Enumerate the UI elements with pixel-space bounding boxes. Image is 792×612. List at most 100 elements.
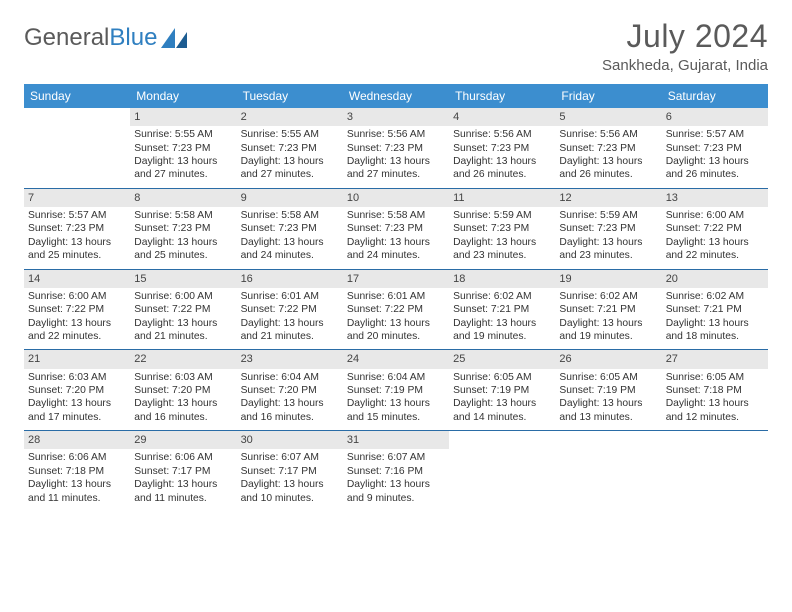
calendar-header-row: Sunday Monday Tuesday Wednesday Thursday… (24, 84, 768, 108)
sunrise-text: Sunrise: 6:02 AM (666, 290, 764, 303)
day-number: 26 (555, 350, 661, 368)
weekday-header: Sunday (24, 84, 130, 108)
daylight-text: Daylight: 13 hours and 11 minutes. (28, 478, 126, 505)
day-number: 13 (662, 189, 768, 207)
day-info: Sunrise: 6:07 AMSunset: 7:16 PMDaylight:… (343, 449, 449, 511)
day-info: Sunrise: 5:56 AMSunset: 7:23 PMDaylight:… (555, 126, 661, 188)
day-info: Sunrise: 6:00 AMSunset: 7:22 PMDaylight:… (130, 288, 236, 350)
calendar-cell: 31Sunrise: 6:07 AMSunset: 7:16 PMDayligh… (343, 431, 449, 511)
calendar-cell: 29Sunrise: 6:06 AMSunset: 7:17 PMDayligh… (130, 431, 236, 511)
sunset-text: Sunset: 7:18 PM (666, 384, 764, 397)
day-info: Sunrise: 6:04 AMSunset: 7:19 PMDaylight:… (343, 369, 449, 431)
day-info: Sunrise: 5:56 AMSunset: 7:23 PMDaylight:… (343, 126, 449, 188)
calendar-grid: Sunday Monday Tuesday Wednesday Thursday… (24, 84, 768, 511)
day-info: Sunrise: 6:06 AMSunset: 7:17 PMDaylight:… (130, 449, 236, 511)
calendar-cell: 4Sunrise: 5:56 AMSunset: 7:23 PMDaylight… (449, 108, 555, 188)
day-info: Sunrise: 6:05 AMSunset: 7:19 PMDaylight:… (449, 369, 555, 431)
day-number: 22 (130, 350, 236, 368)
calendar-cell: 24Sunrise: 6:04 AMSunset: 7:19 PMDayligh… (343, 350, 449, 430)
day-number: 15 (130, 270, 236, 288)
sunset-text: Sunset: 7:17 PM (241, 465, 339, 478)
calendar-cell: 12Sunrise: 5:59 AMSunset: 7:23 PMDayligh… (555, 189, 661, 269)
daylight-text: Daylight: 13 hours and 19 minutes. (559, 317, 657, 344)
day-number: 5 (555, 108, 661, 126)
sunrise-text: Sunrise: 6:03 AM (134, 371, 232, 384)
daylight-text: Daylight: 13 hours and 25 minutes. (134, 236, 232, 263)
day-number: 16 (237, 270, 343, 288)
calendar-cell: 28Sunrise: 6:06 AMSunset: 7:18 PMDayligh… (24, 431, 130, 511)
calendar-cell: 6Sunrise: 5:57 AMSunset: 7:23 PMDaylight… (662, 108, 768, 188)
day-info: Sunrise: 6:02 AMSunset: 7:21 PMDaylight:… (555, 288, 661, 350)
calendar-cell (24, 108, 130, 188)
month-title: July 2024 (602, 18, 768, 55)
sunrise-text: Sunrise: 6:02 AM (453, 290, 551, 303)
calendar-row: 7Sunrise: 5:57 AMSunset: 7:23 PMDaylight… (24, 189, 768, 270)
sunrise-text: Sunrise: 6:04 AM (241, 371, 339, 384)
sunrise-text: Sunrise: 6:02 AM (559, 290, 657, 303)
sunrise-text: Sunrise: 6:06 AM (28, 451, 126, 464)
calendar-cell: 27Sunrise: 6:05 AMSunset: 7:18 PMDayligh… (662, 350, 768, 430)
sunrise-text: Sunrise: 5:55 AM (134, 128, 232, 141)
day-info: Sunrise: 5:56 AMSunset: 7:23 PMDaylight:… (449, 126, 555, 188)
sunrise-text: Sunrise: 6:05 AM (453, 371, 551, 384)
daylight-text: Daylight: 13 hours and 16 minutes. (241, 397, 339, 424)
calendar-cell: 30Sunrise: 6:07 AMSunset: 7:17 PMDayligh… (237, 431, 343, 511)
day-info: Sunrise: 6:07 AMSunset: 7:17 PMDaylight:… (237, 449, 343, 511)
sunset-text: Sunset: 7:23 PM (559, 222, 657, 235)
daylight-text: Daylight: 13 hours and 13 minutes. (559, 397, 657, 424)
day-number: 19 (555, 270, 661, 288)
day-number: 4 (449, 108, 555, 126)
day-info: Sunrise: 6:00 AMSunset: 7:22 PMDaylight:… (662, 207, 768, 269)
calendar-cell: 2Sunrise: 5:55 AMSunset: 7:23 PMDaylight… (237, 108, 343, 188)
day-number: 7 (24, 189, 130, 207)
daylight-text: Daylight: 13 hours and 25 minutes. (28, 236, 126, 263)
weekday-header: Saturday (662, 84, 768, 108)
daylight-text: Daylight: 13 hours and 22 minutes. (28, 317, 126, 344)
calendar-cell: 16Sunrise: 6:01 AMSunset: 7:22 PMDayligh… (237, 270, 343, 350)
day-number: 9 (237, 189, 343, 207)
day-number: 27 (662, 350, 768, 368)
calendar-cell: 26Sunrise: 6:05 AMSunset: 7:19 PMDayligh… (555, 350, 661, 430)
day-number: 24 (343, 350, 449, 368)
day-number: 1 (130, 108, 236, 126)
day-number: 3 (343, 108, 449, 126)
daylight-text: Daylight: 13 hours and 10 minutes. (241, 478, 339, 505)
day-number: 25 (449, 350, 555, 368)
day-info: Sunrise: 5:58 AMSunset: 7:23 PMDaylight:… (130, 207, 236, 269)
daylight-text: Daylight: 13 hours and 19 minutes. (453, 317, 551, 344)
weekday-header: Wednesday (343, 84, 449, 108)
day-number: 14 (24, 270, 130, 288)
sunrise-text: Sunrise: 5:55 AM (241, 128, 339, 141)
sunrise-text: Sunrise: 5:59 AM (453, 209, 551, 222)
day-number: 29 (130, 431, 236, 449)
day-info: Sunrise: 5:57 AMSunset: 7:23 PMDaylight:… (662, 126, 768, 188)
sunrise-text: Sunrise: 6:00 AM (134, 290, 232, 303)
day-number: 10 (343, 189, 449, 207)
calendar-cell: 22Sunrise: 6:03 AMSunset: 7:20 PMDayligh… (130, 350, 236, 430)
calendar-cell: 8Sunrise: 5:58 AMSunset: 7:23 PMDaylight… (130, 189, 236, 269)
calendar-cell: 15Sunrise: 6:00 AMSunset: 7:22 PMDayligh… (130, 270, 236, 350)
sunset-text: Sunset: 7:23 PM (347, 142, 445, 155)
day-number: 18 (449, 270, 555, 288)
sunset-text: Sunset: 7:23 PM (453, 142, 551, 155)
page-header: GeneralBlue July 2024 Sankheda, Gujarat,… (24, 18, 768, 74)
sunrise-text: Sunrise: 5:56 AM (347, 128, 445, 141)
daylight-text: Daylight: 13 hours and 24 minutes. (241, 236, 339, 263)
daylight-text: Daylight: 13 hours and 26 minutes. (559, 155, 657, 182)
day-number: 12 (555, 189, 661, 207)
day-number: 2 (237, 108, 343, 126)
calendar-row: 28Sunrise: 6:06 AMSunset: 7:18 PMDayligh… (24, 431, 768, 511)
sunset-text: Sunset: 7:17 PM (134, 465, 232, 478)
sunrise-text: Sunrise: 6:04 AM (347, 371, 445, 384)
sunrise-text: Sunrise: 6:07 AM (241, 451, 339, 464)
logo-sail-icon (161, 28, 187, 48)
sunrise-text: Sunrise: 6:01 AM (241, 290, 339, 303)
sunrise-text: Sunrise: 5:57 AM (666, 128, 764, 141)
calendar-cell: 11Sunrise: 5:59 AMSunset: 7:23 PMDayligh… (449, 189, 555, 269)
daylight-text: Daylight: 13 hours and 26 minutes. (666, 155, 764, 182)
weekday-header: Monday (130, 84, 236, 108)
day-info: Sunrise: 6:02 AMSunset: 7:21 PMDaylight:… (662, 288, 768, 350)
sunset-text: Sunset: 7:22 PM (666, 222, 764, 235)
sunrise-text: Sunrise: 6:01 AM (347, 290, 445, 303)
day-info: Sunrise: 5:57 AMSunset: 7:23 PMDaylight:… (24, 207, 130, 269)
